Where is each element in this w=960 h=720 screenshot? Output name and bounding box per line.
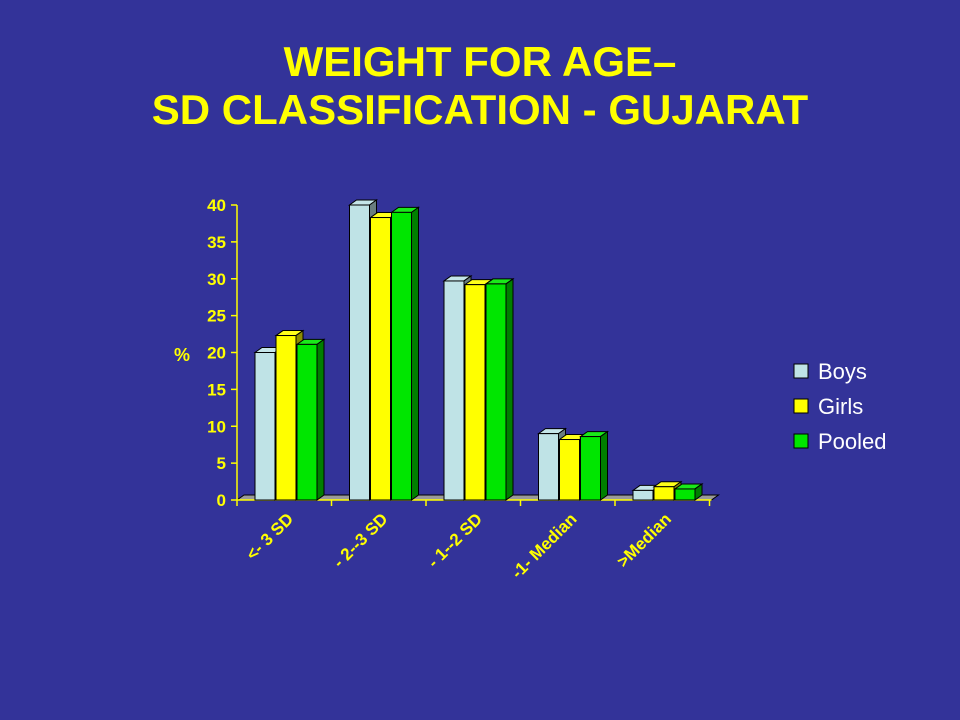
y-tick-label: 5: [217, 454, 226, 473]
y-tick-label: 25: [207, 307, 226, 326]
legend-label-boys: Boys: [818, 359, 867, 384]
legend-label-pooled: Pooled: [818, 429, 887, 454]
x-tick-label: >Median: [613, 509, 675, 571]
bar-boys-5: [632, 489, 654, 501]
bar-pooled-3: [485, 283, 507, 501]
y-tick-label: 0: [217, 491, 226, 510]
bar-girls-5: [653, 486, 675, 501]
bar-pooled-4: [580, 436, 601, 501]
y-tick-label: 40: [207, 196, 226, 215]
y-tick-label: 35: [207, 233, 226, 252]
title-line-1: WEIGHT FOR AGE–: [283, 38, 677, 85]
slide-title: WEIGHT FOR AGE– SD CLASSIFICATION - GUJA…: [0, 38, 960, 134]
title-line-2: SD CLASSIFICATION - GUJARAT: [151, 86, 809, 133]
bar-pooled-1-side: [316, 338, 325, 501]
bar-girls-4: [559, 439, 580, 501]
bar-boys-4: [538, 433, 559, 501]
bar-girls-3: [464, 284, 486, 501]
y-axis-label: %: [174, 345, 190, 365]
x-tick-label: <- 3 SD: [243, 509, 298, 564]
y-tick-label: 30: [207, 270, 226, 289]
legend-label-girls: Girls: [818, 394, 863, 419]
bar-pooled-2: [391, 211, 412, 501]
bar-boys-1: [254, 352, 276, 501]
bar-boys-2: [349, 204, 370, 501]
bar-pooled-2-side: [411, 206, 419, 501]
x-tick-label: - 1--2 SD: [424, 509, 486, 571]
bar-pooled-4-side: [600, 430, 608, 501]
y-tick-label: 10: [207, 417, 226, 436]
y-tick-label: 15: [207, 380, 226, 399]
x-tick-label: - 2--3 SD: [329, 509, 391, 571]
bar-pooled-3-side: [505, 277, 514, 501]
bar-boys-3: [443, 280, 465, 501]
bar-pooled-1: [296, 343, 318, 501]
y-tick-label: 20: [207, 344, 226, 363]
legend-swatch-boys: [793, 363, 809, 379]
bar-pooled-5: [674, 488, 696, 501]
legend-swatch-girls: [793, 398, 809, 414]
bar-girls-1: [275, 335, 297, 501]
bar-girls-2: [370, 217, 391, 501]
legend-swatch-pooled: [793, 433, 809, 449]
x-tick-label: -1- Median: [508, 509, 581, 582]
